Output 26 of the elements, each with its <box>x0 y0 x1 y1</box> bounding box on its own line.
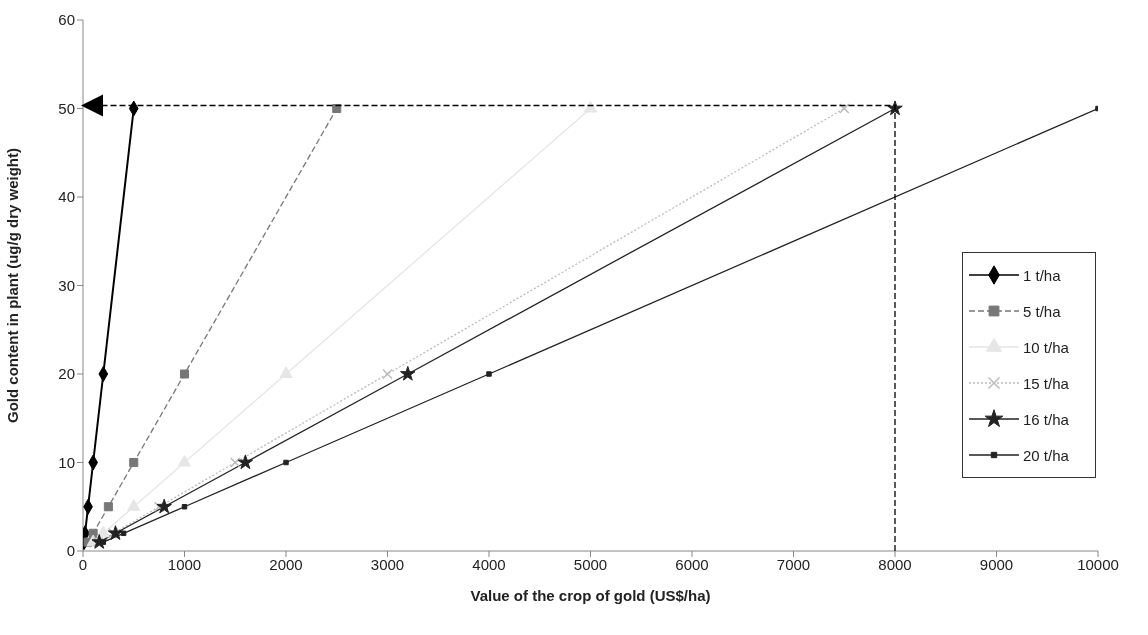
x-tick-label: 10000 <box>1077 555 1119 573</box>
x-tick-label: 5000 <box>573 555 608 573</box>
legend-label: 10 t/ha <box>1023 338 1069 356</box>
y-tick-label: 20 <box>58 365 75 383</box>
y-tick-label: 10 <box>58 453 75 471</box>
x-tick-label: 0 <box>78 555 88 573</box>
x-tick-label: 7000 <box>776 555 811 573</box>
y-tick-label: 0 <box>66 542 75 560</box>
y-tick-label: 30 <box>58 276 75 294</box>
y-tick-label: 60 <box>58 11 75 29</box>
legend-label: 1 t/ha <box>1023 266 1061 284</box>
y-tick-label: 50 <box>58 99 75 117</box>
legend-label: 15 t/ha <box>1023 374 1069 392</box>
x-tick-label: 3000 <box>370 555 405 573</box>
x-tick-label: 1000 <box>167 555 202 573</box>
x-tick-label: 8000 <box>878 555 912 573</box>
x-axis-title: Value of the crop of gold (US$/ha) <box>470 587 711 604</box>
x-tick-label: 6000 <box>675 555 709 573</box>
y-axis-title: Gold content in plant (ug/g dry weight) <box>4 148 22 423</box>
x-tick-label: 9000 <box>979 555 1014 573</box>
legend-label: 16 t/ha <box>1023 410 1069 428</box>
legend-label: 20 t/ha <box>1023 446 1069 464</box>
x-tick-label: 2000 <box>269 555 303 573</box>
x-tick-label: 4000 <box>472 555 506 573</box>
y-tick-label: 40 <box>58 188 75 206</box>
legend-label: 5 t/ha <box>1023 302 1061 320</box>
